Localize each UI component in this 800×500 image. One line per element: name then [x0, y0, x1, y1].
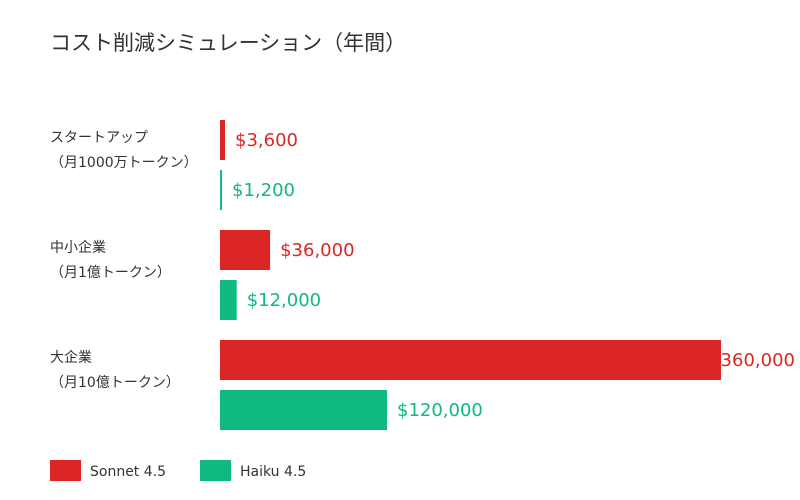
value-label-sonnet-4-5: $3,600 — [235, 130, 298, 151]
category-label-line2: （月1000万トークン） — [50, 155, 198, 171]
bar-sonnet-4-5 — [220, 340, 721, 380]
legend-label-sonnet-4-5: Sonnet 4.5 — [90, 464, 166, 480]
legend: Sonnet 4.5 Haiku 4.5 — [50, 460, 306, 481]
legend-swatch-sonnet-4-5 — [50, 460, 81, 481]
value-label-haiku-4-5: $1,200 — [232, 180, 295, 201]
bar-haiku-4-5 — [220, 170, 222, 210]
bar-haiku-4-5 — [220, 390, 387, 430]
bar-haiku-4-5 — [220, 280, 237, 320]
bars — [220, 120, 721, 430]
legend-label-haiku-4-5: Haiku 4.5 — [240, 464, 306, 480]
category-label-line2: （月1億トークン） — [50, 265, 171, 281]
value-labels: $3,600 $1,200 $36,000 $12,000 $360,000 $120,0… — [232, 130, 795, 421]
value-label-sonnet-4-5: $36,000 — [280, 240, 354, 261]
value-label-sonnet-4-5: $360,000 — [709, 350, 795, 371]
category-label-line1: 中小企業 — [50, 239, 106, 256]
bar-sonnet-4-5 — [220, 230, 271, 270]
category-label-line2: （月10億トークン） — [50, 375, 180, 391]
category-labels: スタートアップ （月1000万トークン） 中小企業 （月1億トークン） 大企業 （月10億… — [50, 130, 198, 391]
category-label-line1: スタートアップ — [50, 130, 148, 146]
legend-swatch-haiku-4-5 — [200, 460, 231, 481]
value-label-haiku-4-5: $12,000 — [247, 290, 321, 311]
value-label-haiku-4-5: $120,000 — [397, 400, 483, 421]
bar-sonnet-4-5 — [220, 120, 226, 160]
category-label-line1: 大企業 — [50, 349, 92, 366]
chart-title: コスト削減シミュレーション（年間） — [50, 31, 406, 55]
